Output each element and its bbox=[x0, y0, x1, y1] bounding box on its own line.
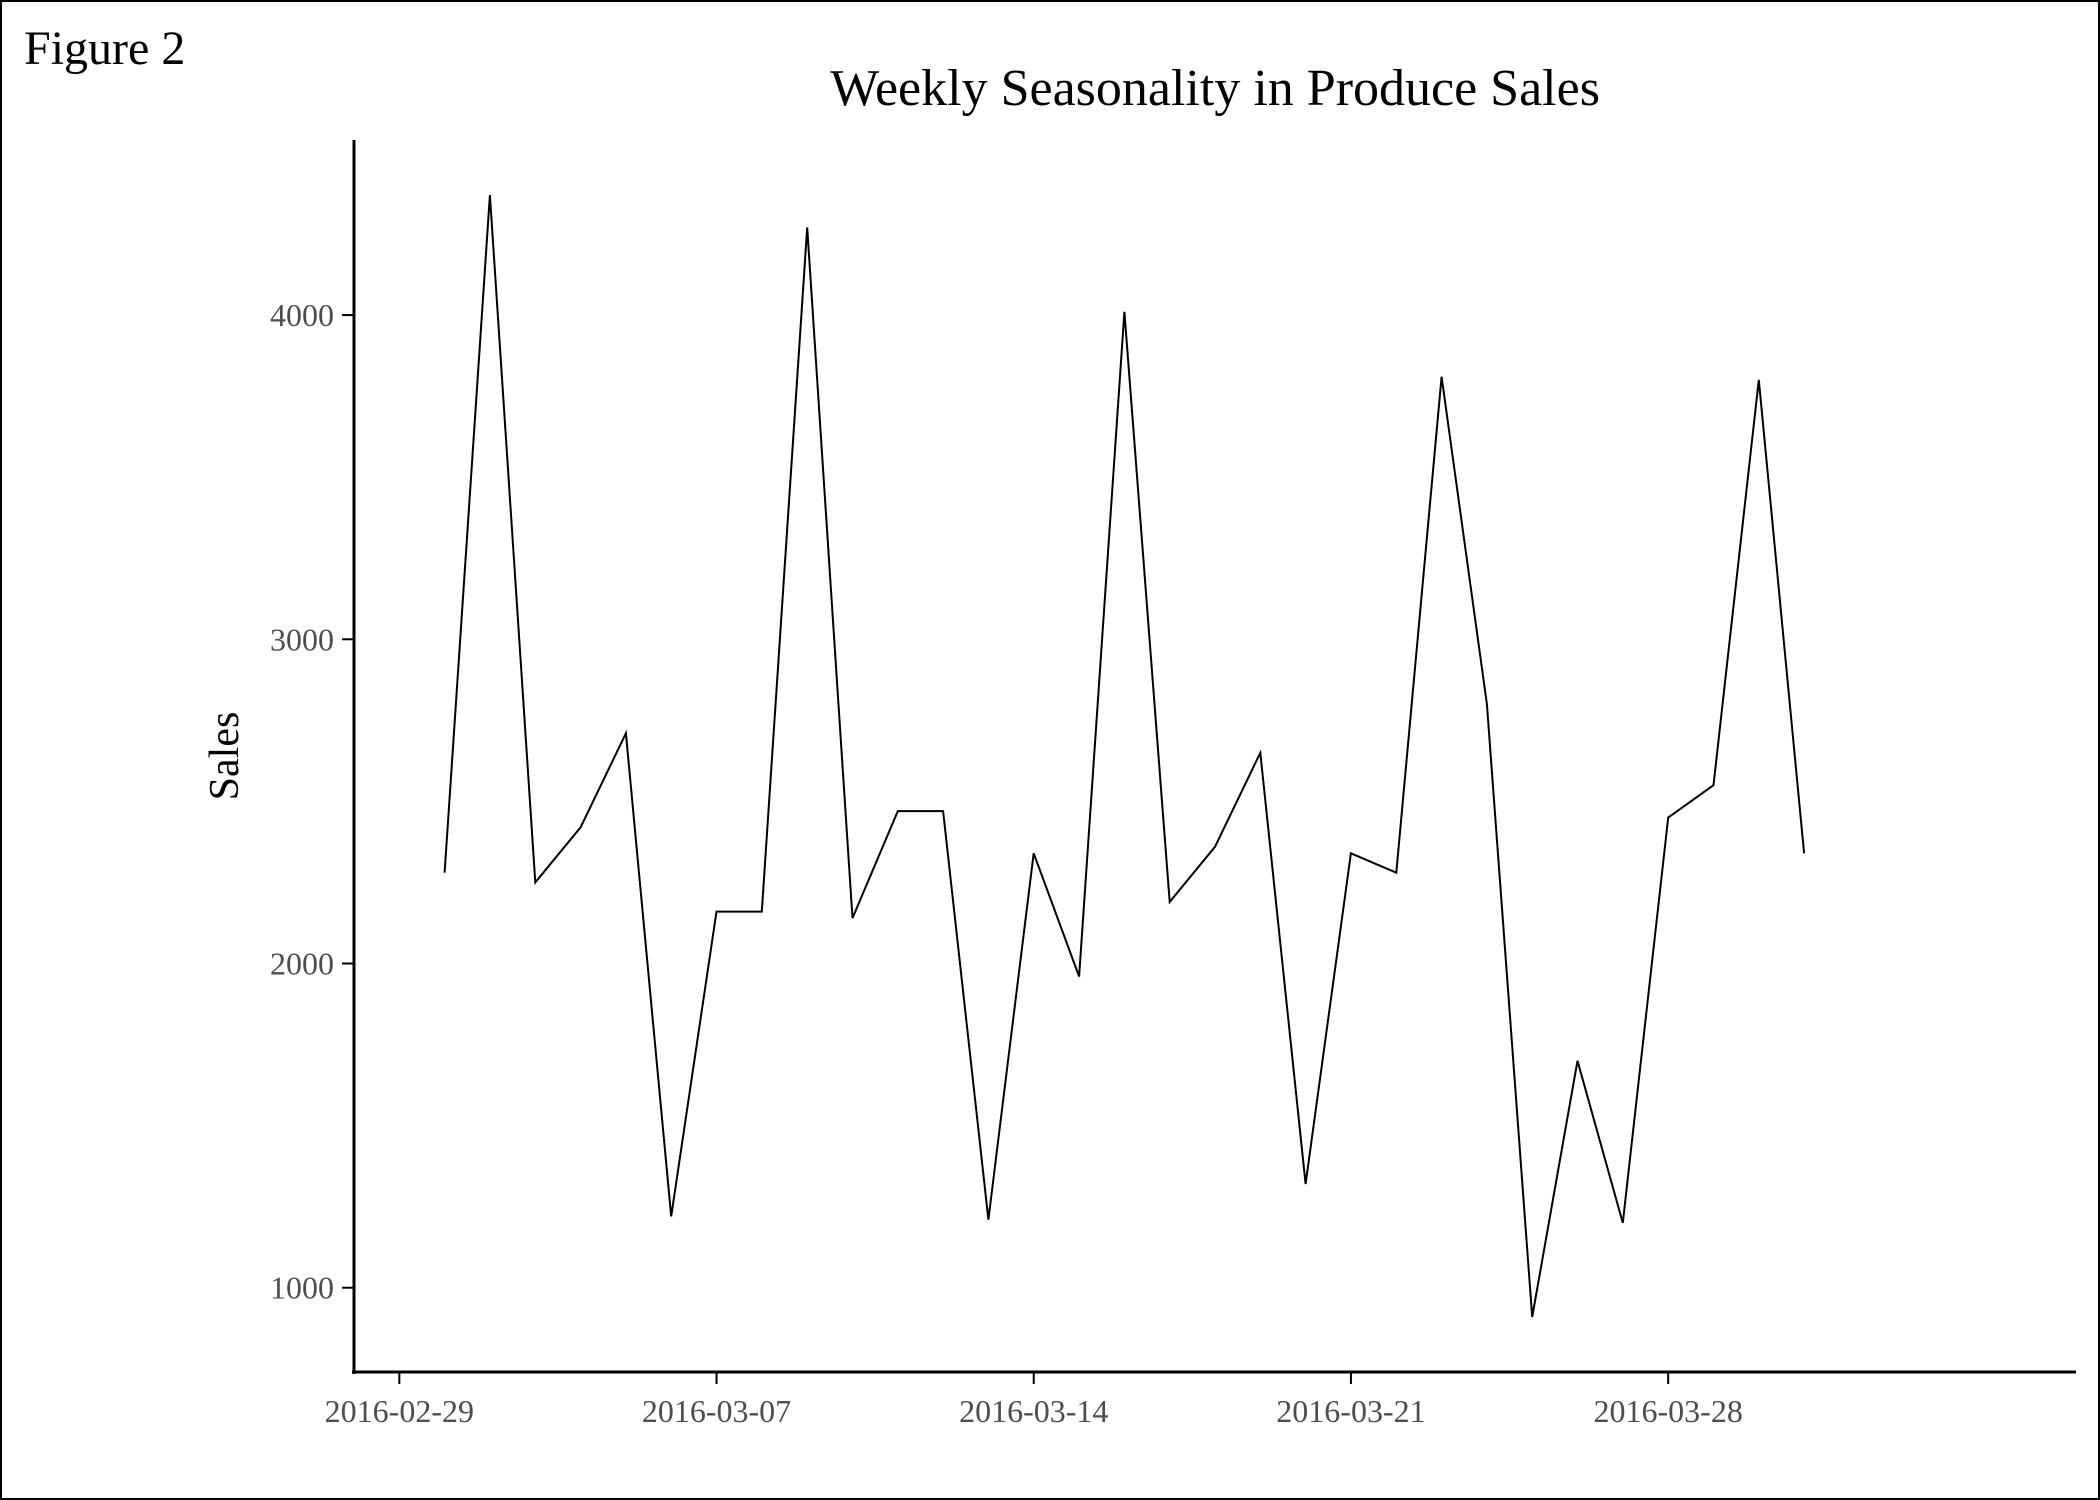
x-tick-label: 2016-03-14 bbox=[959, 1393, 1108, 1429]
y-axis-label: Sales bbox=[202, 712, 248, 801]
sales-series-line bbox=[443, 195, 1806, 1318]
x-ticks: 2016-02-29 2016-03-07 2016-03-14 2016-03-21… bbox=[325, 1372, 1743, 1429]
y-ticks: 1000 2000 3000 4000 bbox=[270, 297, 354, 1306]
x-tick-label: 2016-02-29 bbox=[325, 1393, 474, 1429]
y-tick-label: 2000 bbox=[270, 945, 334, 981]
x-tick-label: 2016-03-28 bbox=[1594, 1393, 1743, 1429]
chart-title: Weekly Seasonality in Produce Sales bbox=[830, 60, 1600, 117]
x-tick-label: 2016-03-21 bbox=[1276, 1393, 1425, 1429]
y-tick-label: 4000 bbox=[270, 297, 334, 333]
y-tick-label: 3000 bbox=[270, 621, 334, 657]
y-tick-label: 1000 bbox=[270, 1270, 334, 1306]
x-tick-label: 2016-03-07 bbox=[642, 1393, 791, 1429]
figure-label: Figure 2 bbox=[24, 22, 185, 75]
